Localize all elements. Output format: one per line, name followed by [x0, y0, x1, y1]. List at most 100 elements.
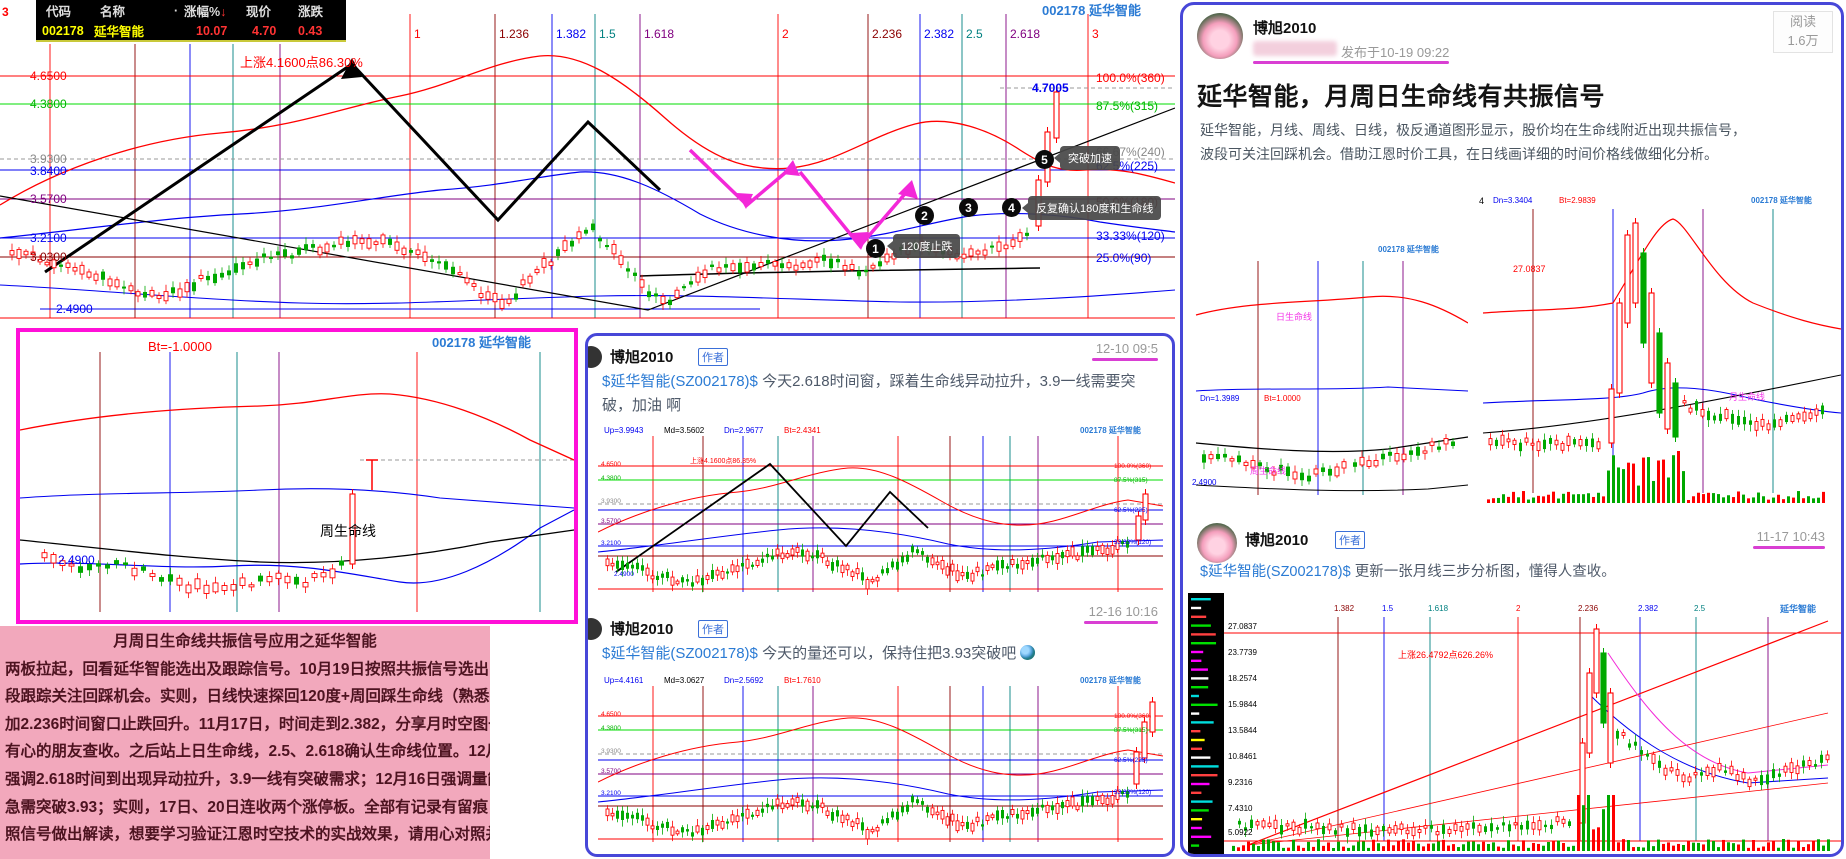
band-param: Bt=1.7610 — [784, 676, 821, 685]
note-line: 有心的朋友查收。之后站上日生命线，2.5、2.618确认生命线位置。12月10日 — [5, 743, 490, 761]
change: 0.43 — [298, 23, 323, 38]
col-pct[interactable]: 涨幅%↓ — [184, 5, 227, 19]
note-title: 月周日生命线共振信号应用之延华智能 — [113, 633, 377, 650]
callout-breakout: 突破加速 — [1054, 146, 1120, 170]
time-label: 1.5 — [1382, 604, 1394, 613]
gann-pct-label: 33.33%(120) — [1114, 789, 1152, 796]
post-text: $延华智能(SZ002178)$ 今天2.618时间窗，踩着生命线异动拉升，3.… — [602, 373, 1136, 414]
price-label: 4.6500 — [601, 461, 621, 468]
timestamp-highlight — [1253, 61, 1449, 64]
post-author[interactable]: 博旭2010 — [610, 349, 674, 366]
price-label: 3.5700 — [601, 768, 621, 775]
time-label: 2.5 — [1694, 604, 1706, 613]
price-label: 4.3800 — [30, 97, 67, 111]
marker-3: 3 — [959, 198, 978, 217]
embedded-chart-weekly[interactable]: 002178 延华智能 日生命线 Dn=1.3989 Bt=1.0000 周生命… — [1188, 243, 1468, 508]
price-label: 27.0837 — [1228, 622, 1257, 631]
chart-symbol: 002178 延华智能 — [432, 335, 531, 350]
price-label: 3.2100 — [601, 540, 621, 547]
read-label: 阅读 — [1789, 14, 1816, 29]
price-label: 10.8461 — [1228, 752, 1257, 761]
mini-chart-canvas — [1188, 593, 1841, 854]
price: 4.70 — [252, 23, 277, 38]
weekly-lifeline-label: 周生命线 — [320, 523, 376, 539]
note-line: 急需突破3.93；实则，17日、20日连收两个涨停板。全部有记录有留痕，完全按 — [5, 798, 490, 816]
stock-link[interactable]: $延华智能(SZ002178)$ — [602, 645, 758, 662]
mini-chart-canvas — [598, 686, 1163, 846]
time-label: 2.236 — [872, 27, 903, 41]
embedded-chart-daily[interactable]: Up=3.9943 Md=3.5602 Dn=2.9677 Bt=2.4341 … — [598, 424, 1163, 602]
mini-chart-canvas — [598, 436, 1163, 596]
chart-symbol: 002178 延华智能 — [1080, 426, 1141, 435]
lotus-avatar[interactable] — [1197, 13, 1243, 59]
daily-chart[interactable]: 3 代码 名称 · 涨幅%↓ 现价 涨跌 002178 延华智能 10.07 4… — [0, 0, 1175, 330]
post-author[interactable]: 博旭2010 — [610, 621, 674, 638]
price-label: 23.7739 — [1228, 648, 1257, 657]
blurred-username — [1253, 41, 1337, 56]
time-label: 2.5 — [966, 27, 983, 41]
price-label: 15.9844 — [1228, 700, 1257, 709]
low-price-label: 2.4900 — [1192, 478, 1217, 487]
article-author[interactable]: 博旭2010 — [1253, 20, 1317, 37]
time-label: 1.618 — [1428, 604, 1449, 613]
band-param: Md=3.5602 — [664, 426, 705, 435]
mini-chart-canvas — [1195, 261, 1468, 495]
post-author[interactable]: 博旭2010 — [1245, 532, 1309, 549]
marker-2: 2 — [915, 206, 934, 225]
tooltip-arrow-icon — [1022, 203, 1028, 213]
lotus-avatar[interactable] — [1197, 523, 1237, 563]
author-badge: 作者 — [1335, 531, 1365, 549]
last-price-label: 4.7005 — [1032, 81, 1069, 95]
marker-5: 5 — [1035, 150, 1054, 169]
time-label: 2.382 — [924, 27, 955, 41]
marker-4: 4 — [1002, 198, 1021, 217]
price-label: 3.9300 — [30, 152, 67, 166]
gann-pct-label: 62.5%(225) — [1114, 757, 1148, 764]
chart-period: 4 — [1479, 196, 1485, 206]
time-label: 1.5 — [599, 27, 616, 41]
time-label: 2 — [782, 27, 789, 41]
price-label: 3.9300 — [601, 748, 621, 755]
price-label: 3.5700 — [601, 518, 621, 525]
quote-bar[interactable]: 代码 名称 · 涨幅%↓ 现价 涨跌 002178 延华智能 10.07 4.7… — [36, 0, 346, 42]
callout-120-degree: 120度止跌 — [887, 234, 961, 258]
time-label: 1.382 — [1334, 604, 1355, 613]
globe-emoji — [1020, 645, 1036, 660]
note-line: 强调2.618时间到出现异动拉升，3.9一线有突破需求；12月16日强调量能保持 — [5, 770, 490, 788]
bt-label: Bt=-1.0000 — [148, 339, 212, 354]
price-label: 3.9300 — [601, 498, 621, 505]
mini-chart-canvas — [1482, 209, 1841, 503]
avatar[interactable] — [588, 618, 602, 640]
read-count-box: 阅读 1.6万 — [1773, 11, 1833, 53]
stock-name: 延华智能 — [94, 25, 145, 39]
time-label: 2.236 — [1578, 604, 1599, 613]
post-timestamp: 12-16 10:16 — [1088, 604, 1158, 619]
rise-annotation: 上涨4.1600点86.85% — [690, 458, 757, 465]
avatar[interactable] — [588, 346, 602, 368]
stock-link[interactable]: $延华智能(SZ002178)$ — [602, 373, 758, 390]
band-param: Dn=1.3989 — [1200, 394, 1240, 403]
weekly-chart[interactable]: Bt=-1.0000 002178 延华智能 周生命线 2.4900 — [16, 328, 578, 624]
time-label: 1.618 — [644, 27, 675, 41]
col-dot: · — [174, 3, 179, 18]
band-param: Dn=2.9677 — [724, 426, 764, 435]
note-line: 段跟踪关注回踩机会。实则，日线快速探回120度+周回踩生命线（熟悉吗？）叠 — [5, 688, 490, 706]
embedded-chart-monthly[interactable]: 4 Dn=3.3404 Bt=2.9839 002178 延华智能 27.083… — [1473, 193, 1841, 508]
price-label: 3.5700 — [30, 192, 67, 206]
embedded-chart-daily-2[interactable]: Up=4.4161 Md=3.0627 Dn=2.5692 Bt=1.7610 … — [598, 674, 1163, 854]
note-line: 加2.236时间窗口止跌回升。11月17日，时间走到2.382，分享月时空图一张… — [5, 715, 490, 733]
embedded-chart-monthly-analysis[interactable]: 延华智能 上涨26.4792点626.26% 1.382 1.5 1.618 2… — [1188, 593, 1841, 854]
gann-pct-label: 33.33%(120) — [1114, 539, 1152, 546]
change-pct: 10.07 — [196, 23, 228, 38]
price-label: 13.5844 — [1228, 726, 1257, 735]
quote-row[interactable]: 002178 延华智能 10.07 4.70 0.43 — [36, 20, 346, 40]
gann-pct-label: 100.0%(360) — [1096, 71, 1165, 85]
price-label: 3.2100 — [601, 790, 621, 797]
stock-link[interactable]: $延华智能(SZ002178)$ — [1200, 564, 1351, 580]
edge-index-label: 3 — [2, 5, 9, 19]
high-price-label: 27.0837 — [1513, 264, 1546, 274]
callout-confirm-180: 反复确认180度和生命线 — [1022, 196, 1162, 220]
weekly-lifeline-label: 周生命线 — [1250, 466, 1287, 476]
feed-panel: 博旭2010 作者 12-10 09:5 $延华智能(SZ002178)$ 今天… — [585, 333, 1175, 857]
